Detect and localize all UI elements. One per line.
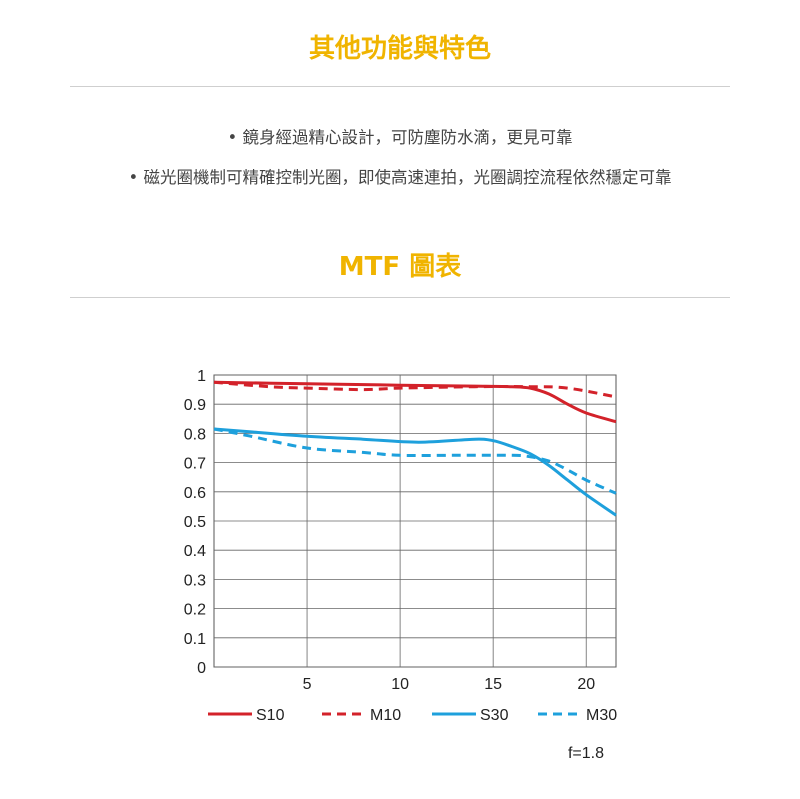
bullet-text: 鏡身經過精心設計，可防塵防水滴，更見可靠 xyxy=(242,128,573,147)
legend-label-s30: S30 xyxy=(480,707,509,724)
y-tick-label: 0.5 xyxy=(184,514,206,531)
x-tick-label: 5 xyxy=(303,676,312,693)
y-tick-label: 0.9 xyxy=(184,397,206,414)
series-line-m10 xyxy=(213,380,617,399)
bullet-dot: • xyxy=(128,168,139,187)
section-title-features: 其他功能與特色 xyxy=(308,34,491,64)
x-tick-label: 15 xyxy=(484,676,502,693)
y-tick-label: 0.1 xyxy=(184,631,206,648)
y-tick-label: 0.7 xyxy=(184,456,206,473)
series-line-s30 xyxy=(213,427,617,517)
feature-bullet: • 鏡身經過精心設計，可防塵防水滴，更見可靠 xyxy=(0,124,800,148)
y-tick-label: 0.2 xyxy=(184,602,206,619)
series-line-m30 xyxy=(213,427,617,495)
aperture-annotation: f=1.8 xyxy=(568,745,604,762)
section-title-mtf: MTF 圖表 xyxy=(338,252,462,282)
bullet-dot: • xyxy=(227,128,238,147)
x-tick-label: 20 xyxy=(577,676,595,693)
y-tick-label: 0.6 xyxy=(184,485,206,502)
divider xyxy=(70,297,730,298)
feature-bullet: • 磁光圈機制可精確控制光圈，即使高速連拍，光圈調控流程依然穩定可靠 xyxy=(0,164,800,188)
divider xyxy=(70,86,730,87)
bullet-text: 磁光圈機制可精確控制光圈，即使高速連拍，光圈調控流程依然穩定可靠 xyxy=(143,168,672,187)
legend-label-s10: S10 xyxy=(256,707,285,724)
y-tick-label: 0.4 xyxy=(184,543,206,560)
y-tick-label: 0 xyxy=(197,660,206,677)
y-tick-label: 0.3 xyxy=(184,572,206,589)
legend-label-m10: M10 xyxy=(370,707,401,724)
y-tick-label: 0.8 xyxy=(184,426,206,443)
y-tick-label: 1 xyxy=(197,368,206,385)
x-tick-label: 10 xyxy=(391,676,409,693)
legend-label-m30: M30 xyxy=(586,707,617,724)
